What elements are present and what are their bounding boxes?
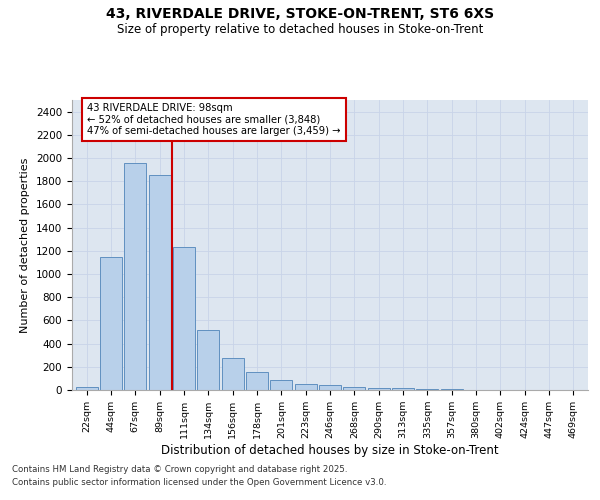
Text: Contains public sector information licensed under the Open Government Licence v3: Contains public sector information licen… [12, 478, 386, 487]
Text: 43, RIVERDALE DRIVE, STOKE-ON-TRENT, ST6 6XS: 43, RIVERDALE DRIVE, STOKE-ON-TRENT, ST6… [106, 8, 494, 22]
Bar [76, 387, 98, 390]
Bar [246, 372, 268, 390]
Bar [221, 358, 244, 390]
Bar [368, 388, 389, 390]
Bar [197, 330, 219, 390]
Bar [392, 388, 414, 390]
Text: Size of property relative to detached houses in Stoke-on-Trent: Size of property relative to detached ho… [117, 22, 483, 36]
Bar [124, 162, 146, 390]
Text: 43 RIVERDALE DRIVE: 98sqm
← 52% of detached houses are smaller (3,848)
47% of se: 43 RIVERDALE DRIVE: 98sqm ← 52% of detac… [88, 103, 341, 136]
Bar [100, 256, 122, 390]
Bar [319, 386, 341, 390]
Bar [271, 380, 292, 390]
X-axis label: Distribution of detached houses by size in Stoke-on-Trent: Distribution of detached houses by size … [161, 444, 499, 457]
Bar [343, 387, 365, 390]
Bar [173, 248, 195, 390]
Y-axis label: Number of detached properties: Number of detached properties [20, 158, 31, 332]
Bar [149, 176, 170, 390]
Text: Contains HM Land Registry data © Crown copyright and database right 2025.: Contains HM Land Registry data © Crown c… [12, 466, 347, 474]
Bar [295, 384, 317, 390]
